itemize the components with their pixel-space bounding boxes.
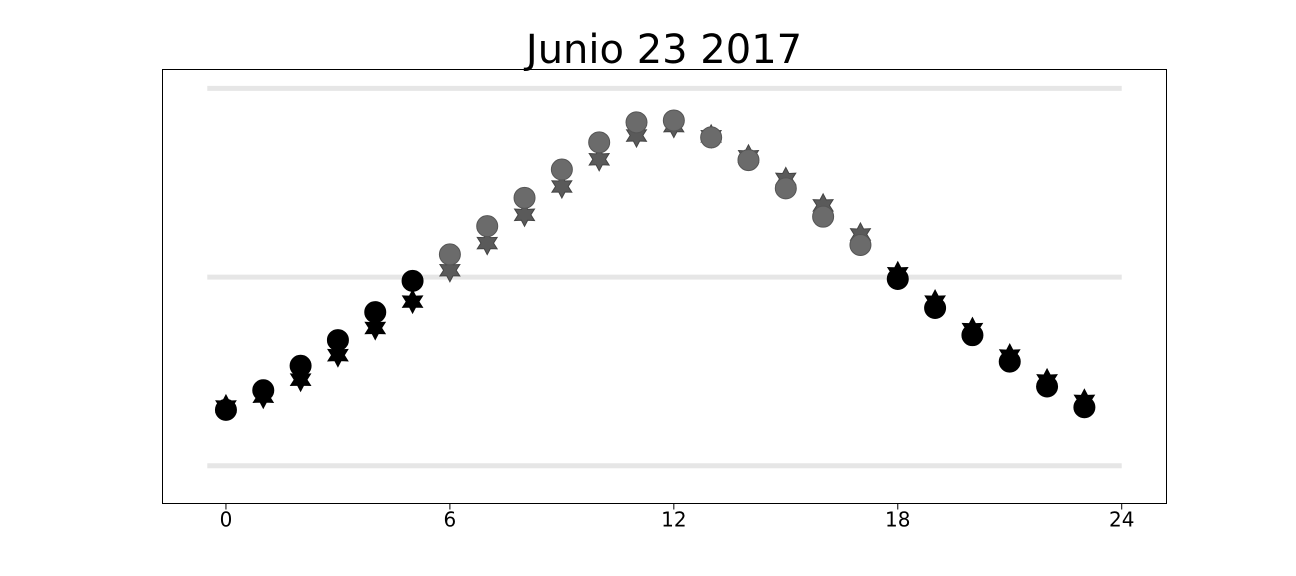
star-point-2 [289,367,312,393]
circle-point-3 [326,329,349,352]
circle-point-22 [1036,375,1059,398]
x-axis: 0 6 12 18 24 [220,503,1134,532]
circle-point-7 [476,215,499,238]
circle-point-14 [737,149,760,172]
star-point-3 [327,342,349,368]
circle-point-1 [252,379,275,402]
x-tick-label-12: 12 [661,508,686,532]
circle-point-18 [886,267,909,290]
x-tick-label-24: 24 [1109,508,1134,532]
circle-point-4 [364,301,387,324]
reference-lines [207,85,1122,469]
star-point-10 [588,146,611,172]
circle-point-8 [513,186,536,209]
star-point-8 [513,202,536,228]
circle-point-11 [625,111,648,134]
circle-point-2 [289,354,312,377]
circle-point-15 [774,177,797,200]
circle-point-13 [700,126,723,149]
chart-title: Junio 23 2017 [523,27,802,73]
circle-point-9 [550,158,573,181]
x-tick-label-6: 6 [444,508,457,532]
x-tick-label-0: 0 [220,508,233,532]
circle-point-12 [662,109,685,132]
circle-point-6 [438,243,461,266]
star-point-4 [364,315,387,341]
star-point-9 [550,173,573,200]
star-point-5 [401,289,424,315]
circle-point-0 [214,398,237,421]
circle-point-17 [849,233,872,256]
circle-point-20 [961,324,984,347]
star-point-7 [476,230,499,256]
star-point-11 [625,122,648,149]
plot-frame [162,69,1167,504]
data-points [214,109,1096,421]
x-tick-label-18: 18 [885,508,910,532]
circle-point-23 [1073,396,1096,419]
star-point-6 [438,257,461,283]
circle-point-21 [998,350,1021,373]
circle-point-19 [924,297,947,320]
circle-point-10 [588,131,611,154]
circle-point-5 [401,269,424,292]
circle-point-16 [812,205,835,228]
